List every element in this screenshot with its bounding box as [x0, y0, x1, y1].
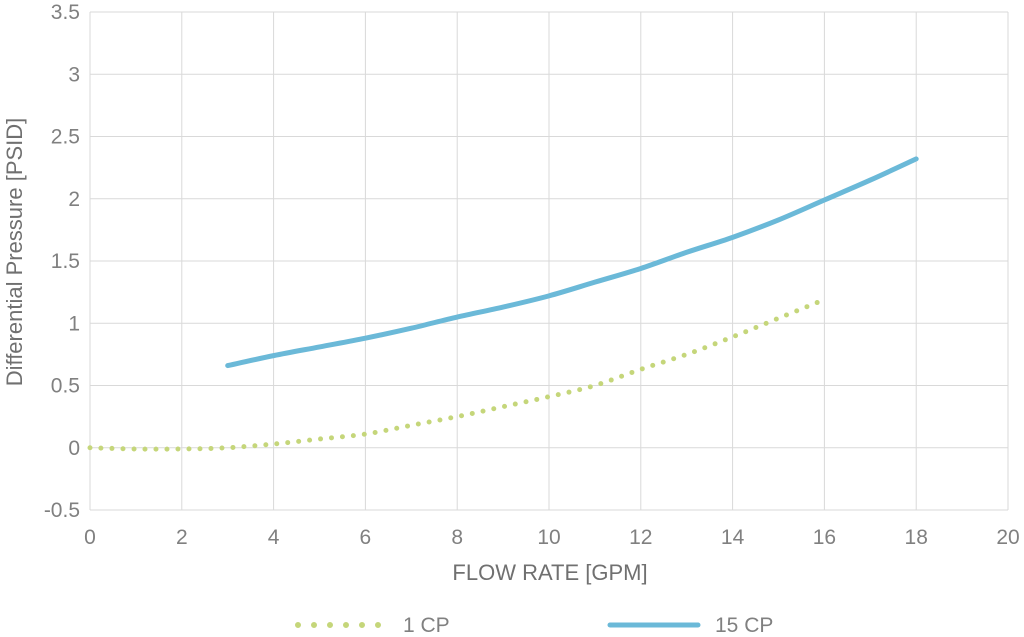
- x-axis-title: FLOW RATE [GPM]: [452, 560, 647, 585]
- y-tick-label: 3: [68, 63, 80, 86]
- x-tick-label: 2: [176, 526, 188, 549]
- x-tick-label: 20: [996, 526, 1019, 549]
- y-tick-label: 1: [68, 312, 80, 335]
- grid: [89, 11, 1009, 511]
- x-tick-label: 0: [84, 526, 96, 549]
- legend-label-15-cp: 15 CP: [715, 614, 773, 637]
- x-axis-ticks: 0 2 4 6 8 10 12 14 16 18 20: [84, 526, 1020, 549]
- x-tick-label: 10: [537, 526, 560, 549]
- y-tick-label: 2: [68, 188, 80, 211]
- y-axis-ticks: -0.5 0 0.5 1 1.5 2 2.5 3 3.5: [44, 1, 80, 522]
- x-tick-label: 8: [451, 526, 463, 549]
- y-tick-label: 1.5: [51, 250, 80, 273]
- y-tick-label: 0.5: [51, 375, 80, 398]
- y-tick-label: 0: [68, 437, 80, 460]
- series-group: [87, 156, 919, 452]
- series-line-15-cp: [225, 156, 919, 369]
- x-tick-label: 14: [721, 526, 745, 549]
- y-tick-label: -0.5: [44, 499, 80, 522]
- y-axis-title: Differential Pressure [PSID]: [2, 118, 27, 387]
- x-tick-label: 18: [905, 526, 928, 549]
- x-tick-label: 16: [813, 526, 836, 549]
- legend-label-1-cp: 1 CP: [403, 614, 450, 637]
- x-tick-label: 12: [629, 526, 652, 549]
- y-tick-label: 3.5: [51, 1, 80, 24]
- y-tick-label: 2.5: [51, 126, 80, 149]
- legend: 1 CP 15 CP: [295, 614, 773, 637]
- x-tick-label: 4: [268, 526, 280, 549]
- x-tick-label: 6: [360, 526, 372, 549]
